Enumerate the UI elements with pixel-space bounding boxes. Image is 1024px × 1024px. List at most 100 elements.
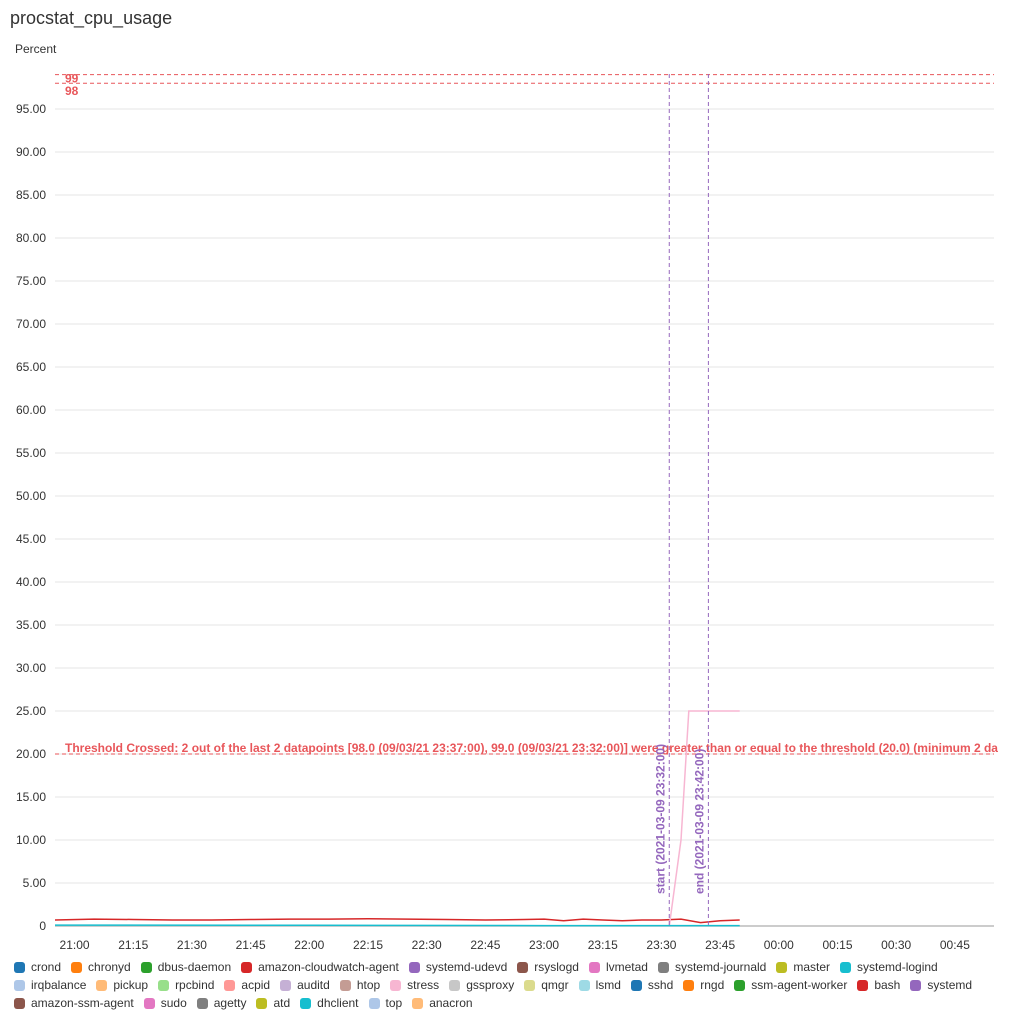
legend-swatch xyxy=(158,979,170,991)
legend-label: lsmd xyxy=(595,978,621,992)
legend-swatch xyxy=(256,997,268,1009)
legend-item-stress[interactable]: stress xyxy=(390,976,439,994)
legend-swatch xyxy=(339,979,351,991)
legend-item-agetty[interactable]: agetty xyxy=(196,994,247,1012)
legend-swatch xyxy=(630,979,642,991)
legend-label: atd xyxy=(273,996,291,1010)
line-chart: Percent 0 5.00 10.00 15.00 20.00 25.00 30.00 35.… xyxy=(15,42,998,950)
legend-item-auditd[interactable]: auditd xyxy=(280,976,330,994)
legend-swatch xyxy=(143,997,155,1009)
y-tick-label: 95.00 xyxy=(16,102,46,116)
legend-label: rsyslogd xyxy=(534,960,579,974)
legend-label: crond xyxy=(31,960,62,974)
legend-item-htop[interactable]: htop xyxy=(339,976,381,994)
legend-item-rpcbind[interactable]: rpcbind xyxy=(158,976,214,994)
legend-item-master[interactable]: master xyxy=(776,958,830,976)
legend-label: systemd-logind xyxy=(857,960,938,974)
legend-item-lsmd[interactable]: lsmd xyxy=(578,976,621,994)
y-tick-label: 15.00 xyxy=(16,790,46,804)
legend-swatch xyxy=(14,997,25,1009)
legend-item-systemd[interactable]: systemd xyxy=(910,976,972,994)
x-tick-label: 21:30 xyxy=(177,938,207,950)
legend-item-anacron[interactable]: anacron xyxy=(412,994,473,1012)
legend-swatch xyxy=(449,979,461,991)
y-tick-label: 60.00 xyxy=(16,403,46,417)
legend-swatch xyxy=(408,961,420,973)
legend-label: dbus-daemon xyxy=(157,960,232,974)
vertical-annotation-label: start (2021-03-09 23:32:00) xyxy=(653,744,667,894)
legend-item-ssm-agent-worker[interactable]: ssm-agent-worker xyxy=(734,976,847,994)
legend-label: systemd-journald xyxy=(674,960,767,974)
y-tick-label: 20.00 xyxy=(16,747,46,761)
y-tick-label: 55.00 xyxy=(16,446,46,460)
legend-swatch xyxy=(910,979,922,991)
legend-swatch xyxy=(140,961,152,973)
x-tick-label: 22:30 xyxy=(412,938,442,950)
y-tick-label: 65.00 xyxy=(16,360,46,374)
legend-swatch xyxy=(578,979,590,991)
legend-item-acpid[interactable]: acpid xyxy=(224,976,270,994)
legend-item-systemd-udevd[interactable]: systemd-udevd xyxy=(408,958,508,976)
horizontal-annotation-label: 99 xyxy=(65,72,79,86)
legend-swatch xyxy=(14,979,25,991)
legend-item-atd[interactable]: atd xyxy=(256,994,290,1012)
legend-label: systemd-udevd xyxy=(425,960,508,974)
legend-label: pickup xyxy=(113,978,149,992)
legend-item-sudo[interactable]: sudo xyxy=(143,994,187,1012)
legend-swatch xyxy=(840,961,852,973)
x-tick-label: 22:15 xyxy=(353,938,383,950)
legend-swatch xyxy=(390,979,402,991)
legend-label: ssm-agent-worker xyxy=(751,978,848,992)
horizontal-annotation-label: 98 xyxy=(65,84,79,98)
y-tick-label: 0 xyxy=(39,919,46,933)
legend-label: qmgr xyxy=(541,978,569,992)
y-tick-label: 80.00 xyxy=(16,231,46,245)
y-axis-label: Percent xyxy=(15,42,57,56)
legend-label: anacron xyxy=(429,996,473,1010)
legend-item-amazon-cloudwatch-agent[interactable]: amazon-cloudwatch-agent xyxy=(241,958,399,976)
legend-item-dbus-daemon[interactable]: dbus-daemon xyxy=(140,958,232,976)
legend-swatch xyxy=(368,997,380,1009)
y-tick-label: 30.00 xyxy=(16,661,46,675)
legend-swatch xyxy=(517,961,529,973)
legend-swatch xyxy=(683,979,695,991)
legend-label: irqbalance xyxy=(31,978,87,992)
legend-label: rngd xyxy=(700,978,725,992)
legend-swatch xyxy=(588,961,600,973)
legend-label: gssproxy xyxy=(466,978,515,992)
legend-item-gssproxy[interactable]: gssproxy xyxy=(449,976,514,994)
legend-swatch xyxy=(412,997,424,1009)
x-tick-label: 21:45 xyxy=(236,938,266,950)
legend-item-lvmetad[interactable]: lvmetad xyxy=(588,958,648,976)
legend-label: amazon-cloudwatch-agent xyxy=(258,960,399,974)
legend-item-rsyslogd[interactable]: rsyslogd xyxy=(517,958,579,976)
legend-item-rngd[interactable]: rngd xyxy=(683,976,724,994)
x-tick-label: 23:00 xyxy=(529,938,559,950)
legend-label: sudo xyxy=(160,996,187,1010)
legend-item-pickup[interactable]: pickup xyxy=(96,976,148,994)
x-tick-label: 21:00 xyxy=(60,938,90,950)
legend-item-top[interactable]: top xyxy=(368,994,402,1012)
legend-item-sshd[interactable]: sshd xyxy=(630,976,674,994)
y-tick-label: 85.00 xyxy=(16,188,46,202)
x-tick-label: 23:45 xyxy=(705,938,735,950)
legend-swatch xyxy=(241,961,253,973)
legend-label: agetty xyxy=(213,996,247,1010)
legend-item-amazon-ssm-agent[interactable]: amazon-ssm-agent xyxy=(14,994,134,1012)
y-tick-label: 35.00 xyxy=(16,618,46,632)
legend-item-crond[interactable]: crond xyxy=(14,958,61,976)
x-tick-label: 23:30 xyxy=(646,938,676,950)
legend-item-systemd-journald[interactable]: systemd-journald xyxy=(657,958,767,976)
y-tick-label: 50.00 xyxy=(16,489,46,503)
legend-item-bash[interactable]: bash xyxy=(857,976,900,994)
legend-label: sshd xyxy=(647,978,674,992)
legend-label: dhclient xyxy=(317,996,359,1010)
legend-item-dhclient[interactable]: dhclient xyxy=(300,994,359,1012)
legend-item-chronyd[interactable]: chronyd xyxy=(71,958,131,976)
legend-item-systemd-logind[interactable]: systemd-logind xyxy=(840,958,938,976)
chart-title: procstat_cpu_usage xyxy=(10,8,173,28)
legend-item-irqbalance[interactable]: irqbalance xyxy=(14,976,86,994)
legend-item-qmgr[interactable]: qmgr xyxy=(524,976,569,994)
legend-label: htop xyxy=(356,978,381,992)
legend-swatch xyxy=(96,979,108,991)
